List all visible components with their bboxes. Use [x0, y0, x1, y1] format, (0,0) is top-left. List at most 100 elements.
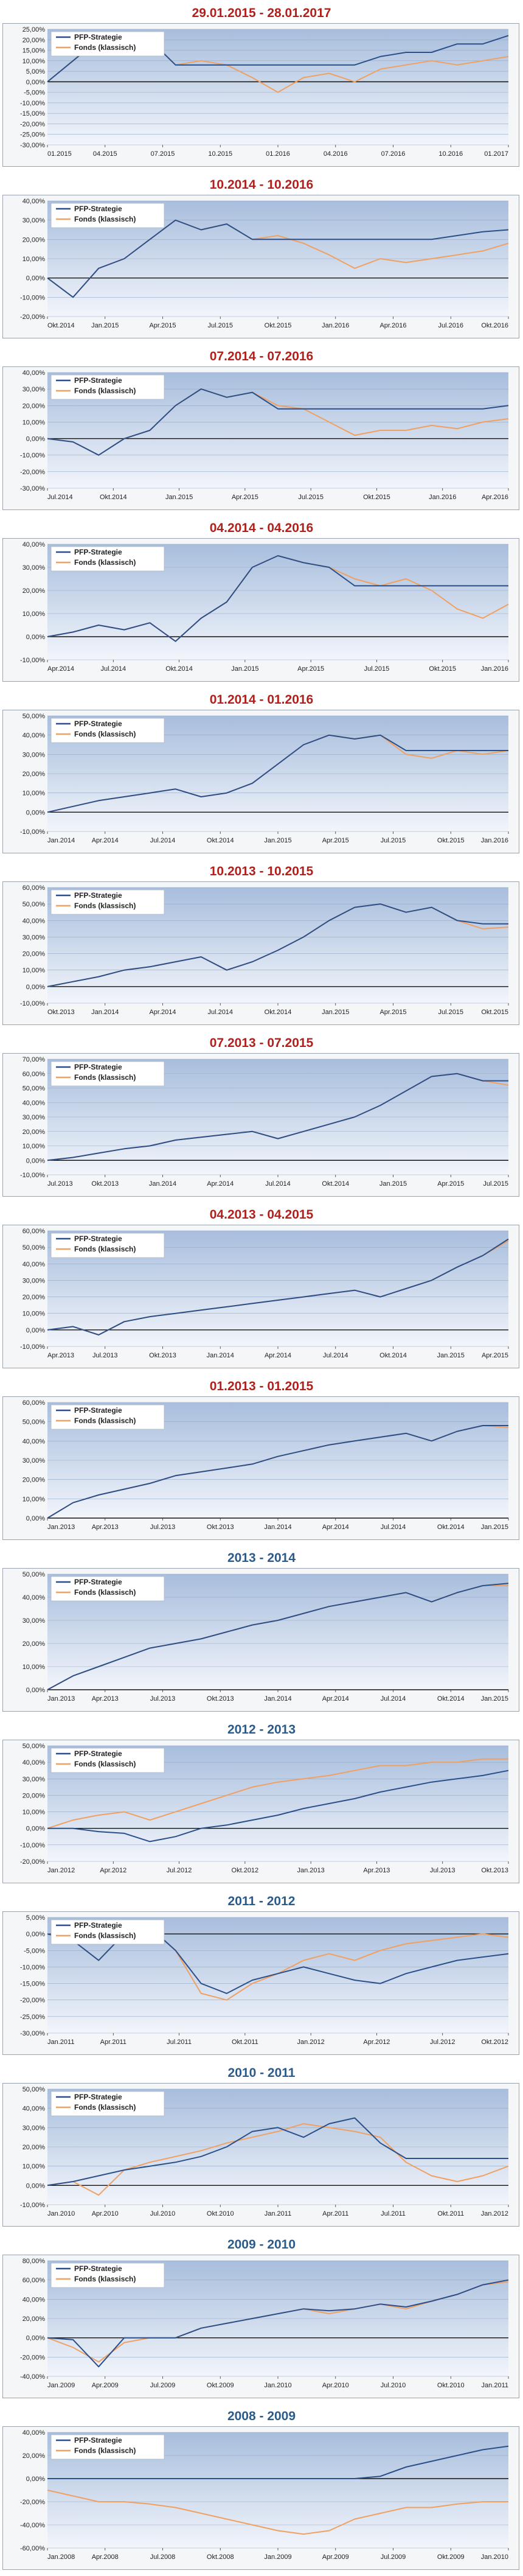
y-tick-label: 20,00% — [23, 771, 46, 778]
x-tick-label: Jan.2016 — [322, 322, 349, 329]
y-tick-label: 30,00% — [23, 564, 46, 572]
x-tick-label: Okt.2014 — [165, 665, 193, 673]
legend-label: PFP-Strategie — [74, 1406, 122, 1415]
x-tick-label: Apr.2014 — [92, 837, 119, 844]
y-tick-label: 60,00% — [23, 1399, 46, 1407]
legend-box — [50, 546, 165, 572]
x-tick-label: Jul.2016 — [438, 322, 463, 329]
y-tick-label: 10,00% — [23, 419, 46, 426]
x-tick-label: Okt.2013 — [91, 1180, 119, 1188]
chart-svg: 70,00% 60,00% 50,00% 40,00% 30,00% 20,00% 10,0… — [20, 1056, 509, 1188]
x-tick-label: Jul.2009 — [381, 2553, 406, 2561]
y-tick-label: 20,00% — [23, 1792, 46, 1799]
chart-panel: 29.01.2015 - 28.01.2017 25,00% 20,00% 15,00… — [0, 0, 523, 172]
x-tick-label: Apr.2012 — [363, 2039, 390, 2046]
series-line-fonds — [47, 1758, 508, 1829]
legend-box — [50, 1748, 165, 1773]
x-tick-label: Okt.2015 — [429, 665, 456, 673]
x-tick-label: Okt.2010 — [207, 2210, 234, 2217]
y-tick-label: 20,00% — [23, 37, 46, 44]
legend: PFP-Strategie Fonds (klassisch) — [50, 1576, 165, 1601]
legend-label: Fonds (klassisch) — [74, 215, 136, 223]
y-tick-label: 0,00% — [26, 1157, 45, 1164]
chart-svg: 60,00% 50,00% 40,00% 30,00% 20,00% 10,00% 0,00… — [20, 1228, 509, 1359]
y-tick-label: -10,00% — [20, 657, 45, 664]
y-tick-label: 50,00% — [23, 2086, 46, 2093]
legend: PFP-Strategie Fonds (klassisch) — [50, 2091, 165, 2116]
chart-panel: 10.2013 - 10.2015 60,00% 50,00% 40,00% 30,00… — [0, 858, 523, 1030]
y-tick-label: 30,00% — [23, 1277, 46, 1284]
x-tick-label: Jul.2008 — [150, 2553, 176, 2561]
y-tick-label: 40,00% — [23, 2105, 46, 2113]
y-tick-label: 0,00% — [26, 1931, 45, 1938]
series-line-pfp-strategie — [47, 903, 508, 987]
x-tick-label: Okt.2013 — [207, 1524, 234, 1531]
x-tick-label: Apr.2013 — [47, 1352, 74, 1359]
x-tick-label: Okt.2014 — [100, 494, 127, 501]
y-tick-label: 50,00% — [23, 901, 46, 908]
x-tick-label: Okt.2011 — [232, 2039, 258, 2046]
y-tick-label: -10,00% — [20, 1964, 45, 1971]
x-tick-label: Apr.2014 — [207, 1180, 234, 1188]
y-tick-label: -20,00% — [20, 1858, 45, 1866]
x-tick-label: Okt.2013 — [149, 1352, 176, 1359]
x-tick-label: Jan.2014 — [264, 1695, 291, 1703]
y-tick-label: 40,00% — [23, 2296, 46, 2303]
legend-box — [50, 1404, 165, 1430]
x-tick-label: Jan.2012 — [297, 2039, 325, 2046]
chart-title: 10.2014 - 10.2016 — [209, 178, 314, 192]
legend-box — [50, 2263, 165, 2288]
x-tick-label: 04.2015 — [93, 150, 117, 158]
y-tick-label: 60,00% — [23, 1228, 46, 1235]
x-tick-label: Apr.2015 — [437, 1180, 464, 1188]
x-tick-label: Jan.2014 — [47, 837, 75, 844]
x-tick-label: Apr.2011 — [100, 2039, 126, 2046]
x-tick-label: Okt.2015 — [481, 1009, 508, 1016]
y-tick-label: 40,00% — [23, 1594, 46, 1601]
chart-title: 10.2013 - 10.2015 — [209, 864, 314, 878]
y-tick-label: 80,00% — [23, 2258, 46, 2265]
chart-title: 01.2014 - 01.2016 — [209, 693, 314, 707]
chart-title: 2012 - 2013 — [227, 1723, 296, 1737]
y-tick-label: -5,00% — [24, 1947, 45, 1955]
y-tick-label: 50,00% — [23, 1571, 46, 1578]
y-tick-label: -30,00% — [20, 2030, 45, 2037]
x-tick-label: Apr.2010 — [322, 2382, 349, 2389]
legend-label: PFP-Strategie — [74, 891, 122, 900]
legend-label: Fonds (klassisch) — [74, 1416, 136, 1425]
legend: PFP-Strategie Fonds (klassisch) — [50, 1061, 165, 1087]
x-tick-label: Jul.2011 — [167, 2039, 192, 2046]
x-tick-label: Apr.2015 — [149, 322, 176, 329]
y-tick-label: 20,00% — [23, 1640, 46, 1648]
y-tick-label: 60,00% — [23, 1071, 46, 1078]
x-tick-label: 04.2016 — [324, 150, 348, 158]
x-tick-label: Okt.2009 — [437, 2553, 465, 2561]
x-tick-label: Jan.2010 — [47, 2210, 75, 2217]
y-tick-label: 10,00% — [23, 790, 46, 797]
y-tick-label: 10,00% — [23, 1496, 46, 1503]
y-tick-label: -10,00% — [20, 1842, 45, 1849]
series-line-pfp-strategie — [47, 1769, 509, 1843]
x-tick-label: Jan.2016 — [481, 665, 508, 673]
legend-label: PFP-Strategie — [74, 1921, 122, 1930]
x-tick-label: Jan.2011 — [265, 2210, 291, 2217]
y-tick-label: 30,00% — [23, 1114, 46, 1121]
x-tick-label: Apr.2015 — [297, 665, 324, 673]
legend-label: Fonds (klassisch) — [74, 1760, 136, 1768]
x-tick-label: Jul.2014 — [265, 1180, 291, 1188]
x-tick-label: 10.2016 — [438, 150, 463, 158]
y-tick-label: 30,00% — [23, 751, 46, 758]
y-tick-label: 10,00% — [23, 1311, 46, 1318]
x-tick-label: Jul.2013 — [150, 1524, 176, 1531]
x-tick-label: Jan.2016 — [481, 837, 508, 844]
y-tick-label: 10,00% — [23, 1809, 46, 1816]
legend: PFP-Strategie Fonds (klassisch) — [50, 1233, 165, 1258]
y-tick-label: 40,00% — [23, 917, 46, 925]
y-tick-label: 20,00% — [23, 1129, 46, 1136]
chart-title: 2010 - 2011 — [227, 2066, 296, 2080]
y-tick-label: 5,00% — [26, 1914, 45, 1922]
x-tick-label: Okt.2014 — [47, 322, 75, 329]
legend-label: PFP-Strategie — [74, 1578, 122, 1586]
x-tick-label: Okt.2013 — [481, 1867, 508, 1874]
x-tick-label: Jul.2012 — [430, 2039, 455, 2046]
